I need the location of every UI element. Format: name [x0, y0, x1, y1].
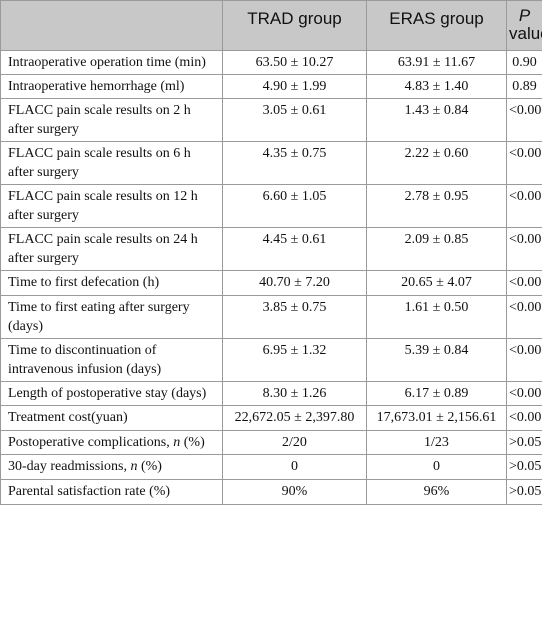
header-p-word: value [509, 24, 542, 43]
row-p-value: >0.05 [506, 454, 542, 480]
header-p-value: Pvalue [506, 0, 542, 51]
row-p-value: <0.001 [506, 270, 542, 296]
header-p-letter: P [518, 6, 531, 25]
table-row: FLACC pain scale results on 6 h after su… [0, 141, 542, 185]
row-trad-value: 40.70 ± 7.20 [222, 270, 367, 296]
row-trad-value: 6.95 ± 1.32 [222, 338, 367, 382]
table-row: FLACC pain scale results on 24 h after s… [0, 227, 542, 271]
row-label-text: 30-day readmissions, [8, 459, 131, 474]
row-eras-value: 1.61 ± 0.50 [366, 295, 507, 339]
row-eras-value: 20.65 ± 4.07 [366, 270, 507, 296]
row-eras-value: 1.43 ± 0.84 [366, 98, 507, 142]
row-trad-value: 2/20 [222, 430, 367, 455]
row-eras-value: 17,673.01 ± 2,156.61 [366, 405, 507, 431]
row-p-value: <0.001 [506, 295, 542, 339]
row-eras-value: 63.91 ± 11.67 [366, 50, 507, 75]
row-trad-value: 4.35 ± 0.75 [222, 141, 367, 185]
row-trad-value: 63.50 ± 10.27 [222, 50, 367, 75]
table-row: Time to discontinuation of intravenous i… [0, 338, 542, 382]
row-label: Time to first defecation (h) [0, 270, 223, 296]
row-label: FLACC pain scale results on 2 h after su… [0, 98, 223, 142]
table-row: Time to first defecation (h) 40.70 ± 7.2… [0, 270, 542, 296]
row-p-value: <0.001 [506, 141, 542, 185]
header-label-cell [0, 0, 223, 51]
row-label: Time to discontinuation of intravenous i… [0, 338, 223, 382]
row-label-suffix: (%) [137, 459, 162, 474]
row-trad-value: 4.90 ± 1.99 [222, 74, 367, 99]
row-label: Parental satisfaction rate (%) [0, 479, 223, 505]
row-p-value: <0.001 [506, 405, 542, 431]
row-label-suffix: (%) [180, 435, 205, 450]
row-p-value: <0.001 [506, 227, 542, 271]
table-row: Intraoperative hemorrhage (ml) 4.90 ± 1.… [0, 74, 542, 99]
row-p-value: >0.05 [506, 430, 542, 455]
table-row: Length of postoperative stay (days) 8.30… [0, 381, 542, 406]
row-trad-value: 8.30 ± 1.26 [222, 381, 367, 406]
row-eras-value: 2.22 ± 0.60 [366, 141, 507, 185]
row-eras-value: 4.83 ± 1.40 [366, 74, 507, 99]
row-label: Treatment cost(yuan) [0, 405, 223, 431]
header-trad-group: TRAD group [222, 0, 367, 51]
row-trad-value: 4.45 ± 0.61 [222, 227, 367, 271]
table-row: Postoperative complications, n (%) 2/20 … [0, 430, 542, 455]
row-trad-value: 6.60 ± 1.05 [222, 184, 367, 228]
row-eras-value: 1/23 [366, 430, 507, 455]
row-trad-value: 90% [222, 479, 367, 505]
table-row: Intraoperative operation time (min) 63.5… [0, 50, 542, 75]
header-row: TRAD group ERAS group Pvalue [0, 0, 542, 51]
row-label-text: Postoperative complications, [8, 435, 174, 450]
row-eras-value: 0 [366, 454, 507, 480]
row-label: 30-day readmissions, n (%) [0, 454, 223, 480]
row-label: FLACC pain scale results on 12 h after s… [0, 184, 223, 228]
row-p-value: <0.001 [506, 98, 542, 142]
row-label-italic: n [173, 435, 181, 450]
row-trad-value: 3.05 ± 0.61 [222, 98, 367, 142]
row-label: Intraoperative operation time (min) [0, 50, 223, 75]
row-eras-value: 96% [366, 479, 507, 505]
row-eras-value: 5.39 ± 0.84 [366, 338, 507, 382]
table-row: Parental satisfaction rate (%) 90% 96% >… [0, 479, 542, 505]
row-label: Length of postoperative stay (days) [0, 381, 223, 406]
row-p-value: 0.89 [506, 74, 542, 99]
row-p-value: >0.05 [506, 479, 542, 505]
row-trad-value: 22,672.05 ± 2,397.80 [222, 405, 367, 431]
row-eras-value: 2.09 ± 0.85 [366, 227, 507, 271]
row-p-value: <0.001 [506, 338, 542, 382]
row-label-italic: n [130, 459, 138, 474]
row-label: Intraoperative hemorrhage (ml) [0, 74, 223, 99]
table-row: FLACC pain scale results on 12 h after s… [0, 184, 542, 228]
row-eras-value: 2.78 ± 0.95 [366, 184, 507, 228]
row-label: Time to first eating after surgery (days… [0, 295, 223, 339]
table-row: Treatment cost(yuan) 22,672.05 ± 2,397.8… [0, 405, 542, 431]
table-row: Time to first eating after surgery (days… [0, 295, 542, 339]
row-p-value: <0.001 [506, 184, 542, 228]
row-eras-value: 6.17 ± 0.89 [366, 381, 507, 406]
table-row: FLACC pain scale results on 2 h after su… [0, 98, 542, 142]
row-p-value: <0.001 [506, 381, 542, 406]
row-label: FLACC pain scale results on 24 h after s… [0, 227, 223, 271]
results-table: TRAD group ERAS group Pvalue Intraoperat… [0, 0, 542, 505]
header-eras-group: ERAS group [366, 0, 507, 51]
row-label: Postoperative complications, n (%) [0, 430, 223, 455]
row-trad-value: 0 [222, 454, 367, 480]
row-p-value: 0.90 [506, 50, 542, 75]
table-row: 30-day readmissions, n (%) 0 0 >0.05 [0, 454, 542, 480]
row-trad-value: 3.85 ± 0.75 [222, 295, 367, 339]
row-label: FLACC pain scale results on 6 h after su… [0, 141, 223, 185]
